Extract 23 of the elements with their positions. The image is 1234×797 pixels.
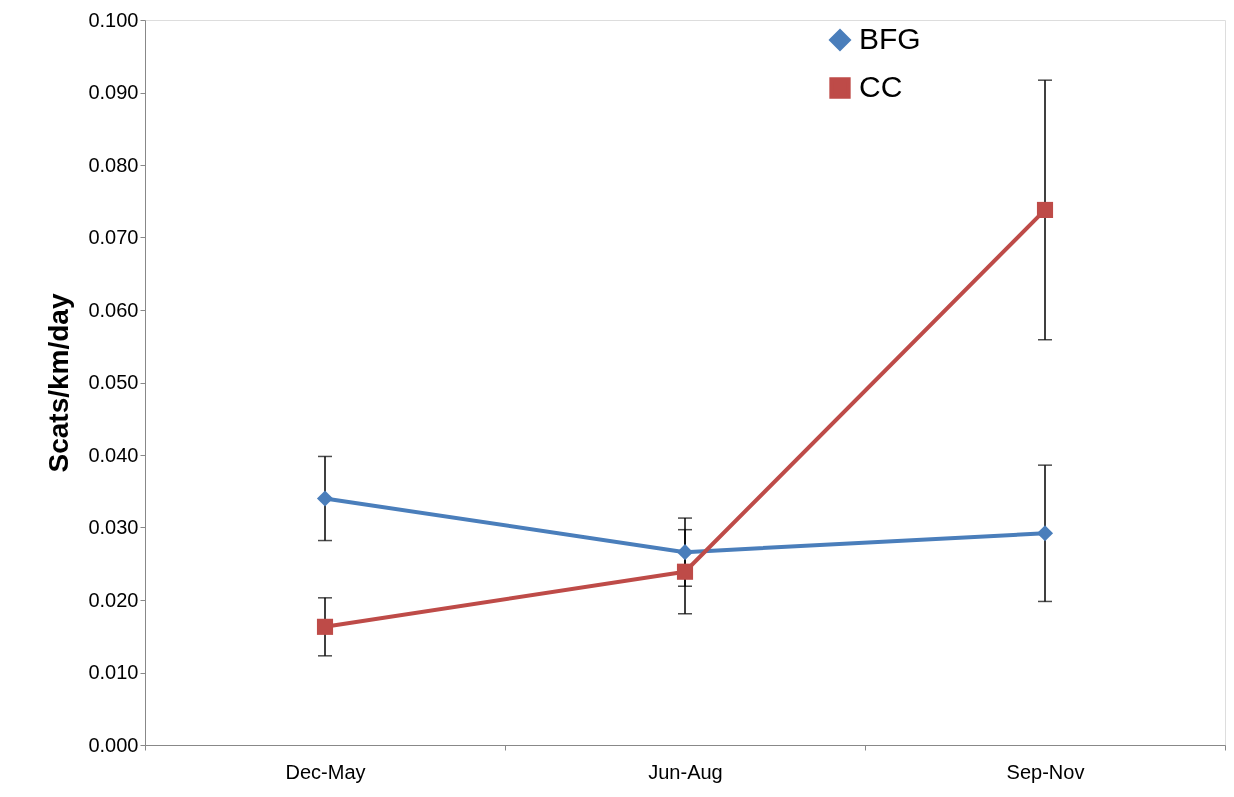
point	[676, 544, 694, 561]
x-tick-label: Sep-Nov	[1006, 760, 1085, 783]
y-tick-label: 0.090	[88, 81, 139, 103]
y-tick-label: 0.000	[88, 733, 139, 756]
y-axis-title: Scats/km/day	[43, 293, 75, 473]
y-tick-label: 0.020	[88, 588, 139, 611]
y-tick-label: 0.100	[88, 8, 139, 31]
y-tick-label: 0.050	[88, 371, 139, 393]
y-tick-label: 0.080	[88, 153, 139, 176]
point	[676, 563, 694, 580]
x-tick-label: Dec-May	[285, 760, 366, 783]
y-tick-label: 0.030	[88, 516, 139, 538]
y-tick-label: 0.070	[88, 226, 139, 248]
y-tick-label: 0.040	[88, 443, 139, 466]
y-tick-label: 0.010	[88, 661, 139, 683]
legend-label: CC	[859, 70, 903, 103]
x-tick-label: Jun-Aug	[648, 760, 723, 783]
legend-label: BFG	[859, 22, 921, 55]
point	[1036, 201, 1054, 219]
y-tick-label: 0.060	[88, 298, 139, 321]
point	[316, 618, 334, 635]
point	[1036, 525, 1054, 542]
point	[316, 490, 334, 507]
